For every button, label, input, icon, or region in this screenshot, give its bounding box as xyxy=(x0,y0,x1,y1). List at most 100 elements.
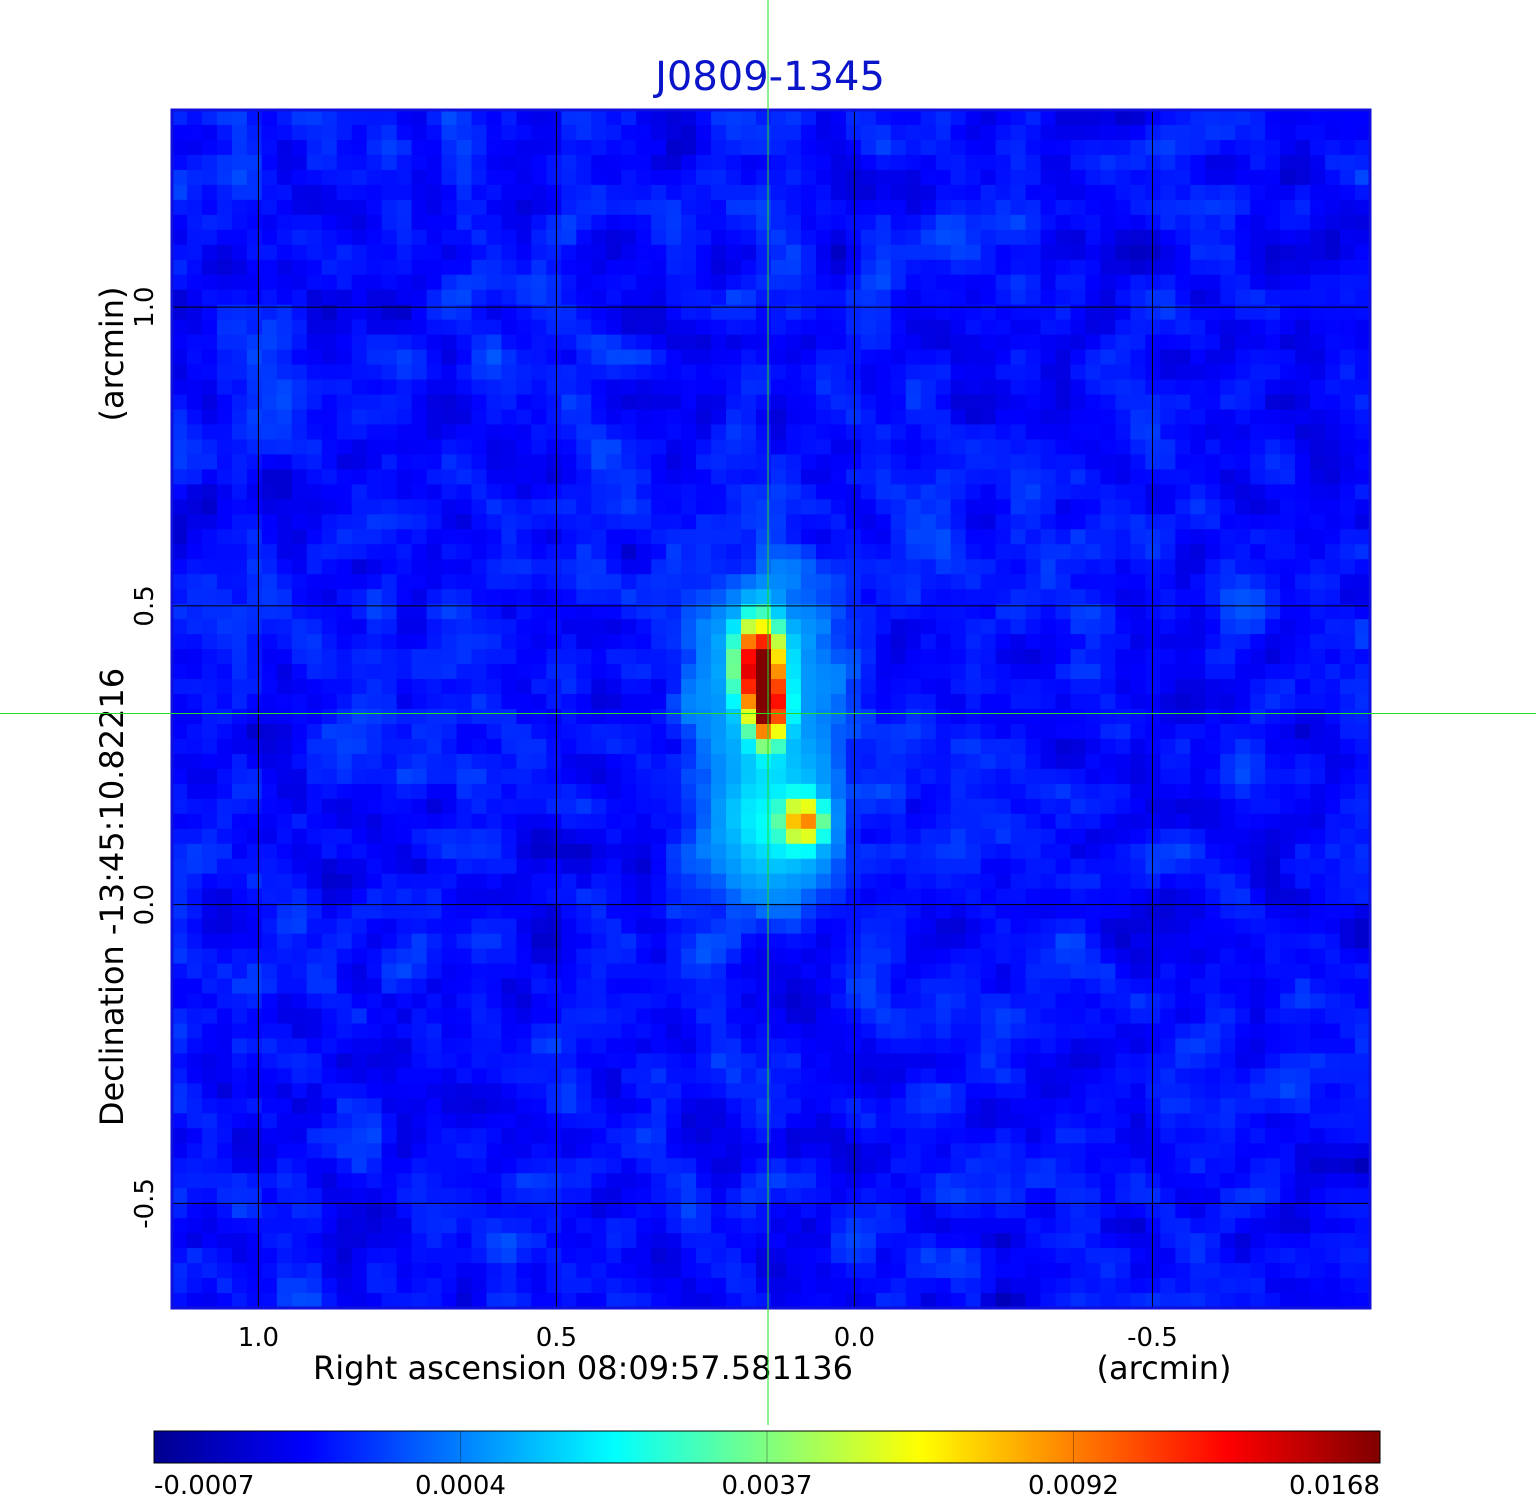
image-pixel xyxy=(1190,604,1206,620)
image-pixel xyxy=(1010,379,1027,396)
image-pixel xyxy=(711,903,727,920)
image-pixel xyxy=(336,229,353,246)
image-pixel xyxy=(800,783,817,800)
image-pixel xyxy=(426,709,443,725)
image-pixel xyxy=(246,798,263,815)
image-pixel xyxy=(261,993,278,1010)
image-pixel xyxy=(1055,439,1072,456)
image-pixel xyxy=(561,783,577,800)
image-pixel xyxy=(935,364,952,381)
image-pixel xyxy=(965,559,982,575)
image-pixel xyxy=(396,694,413,710)
image-pixel xyxy=(1055,529,1072,545)
image-pixel xyxy=(246,634,263,650)
image-pixel xyxy=(1250,214,1266,231)
image-pixel xyxy=(830,409,847,426)
image-pixel xyxy=(1280,694,1296,710)
image-pixel xyxy=(381,274,398,291)
image-pixel xyxy=(486,993,503,1010)
image-pixel xyxy=(531,139,547,156)
image-pixel xyxy=(1310,993,1326,1010)
image-pixel xyxy=(366,139,383,156)
image-pixel xyxy=(950,259,967,276)
image-pixel xyxy=(186,933,203,950)
image-pixel xyxy=(666,110,682,126)
image-pixel xyxy=(905,214,922,231)
image-pixel xyxy=(890,649,907,665)
image-pixel xyxy=(306,753,323,770)
image-pixel xyxy=(501,499,518,515)
image-pixel xyxy=(561,918,577,935)
image-pixel xyxy=(1220,334,1236,351)
image-pixel xyxy=(1100,424,1117,441)
image-pixel xyxy=(576,409,592,426)
image-pixel xyxy=(980,858,997,875)
image-pixel xyxy=(1250,379,1266,396)
image-pixel xyxy=(1025,828,1042,845)
image-pixel xyxy=(1190,439,1206,456)
image-pixel xyxy=(1340,574,1356,590)
image-pixel xyxy=(1145,124,1161,141)
image-pixel xyxy=(186,738,203,755)
image-pixel xyxy=(1115,933,1131,950)
image-pixel xyxy=(1205,798,1221,815)
image-pixel xyxy=(381,858,398,875)
image-pixel xyxy=(1280,184,1296,201)
image-pixel xyxy=(231,529,248,545)
image-pixel xyxy=(621,139,637,156)
image-pixel xyxy=(726,349,742,366)
image-pixel xyxy=(1295,858,1311,875)
image-pixel xyxy=(1130,1023,1146,1040)
image-pixel xyxy=(321,529,338,545)
image-pixel xyxy=(1295,694,1311,710)
image-pixel xyxy=(1265,199,1281,216)
image-pixel xyxy=(606,798,622,815)
image-pixel xyxy=(741,694,757,710)
image-pixel xyxy=(1355,394,1370,411)
image-pixel xyxy=(1250,394,1266,411)
image-pixel xyxy=(591,364,607,381)
image-pixel xyxy=(741,154,757,171)
image-pixel xyxy=(366,709,383,725)
image-pixel xyxy=(696,619,712,635)
image-pixel xyxy=(651,753,667,770)
image-pixel xyxy=(561,828,577,845)
image-pixel xyxy=(531,214,547,231)
image-pixel xyxy=(441,169,458,186)
image-pixel xyxy=(920,1023,937,1040)
image-pixel xyxy=(1025,918,1042,935)
image-pixel xyxy=(711,499,727,515)
image-pixel xyxy=(1220,514,1236,530)
image-pixel xyxy=(186,948,203,965)
image-pixel xyxy=(1220,349,1236,366)
image-pixel xyxy=(531,993,547,1010)
image-pixel xyxy=(1295,679,1311,695)
image-pixel xyxy=(456,259,473,276)
image-pixel xyxy=(306,319,323,336)
image-pixel xyxy=(1310,304,1326,321)
image-pixel xyxy=(1190,828,1206,845)
image-pixel xyxy=(875,469,892,485)
image-pixel xyxy=(381,1008,398,1025)
image-pixel xyxy=(276,933,293,950)
image-pixel xyxy=(1190,574,1206,590)
image-pixel xyxy=(950,274,967,291)
image-pixel xyxy=(741,544,757,560)
image-pixel xyxy=(1100,634,1117,650)
image-pixel xyxy=(1325,978,1341,995)
image-pixel xyxy=(231,1038,248,1055)
image-pixel xyxy=(591,843,607,860)
image-pixel xyxy=(830,304,847,321)
image-pixel xyxy=(456,664,473,680)
image-pixel xyxy=(471,514,488,530)
image-pixel xyxy=(576,1038,592,1055)
image-pixel xyxy=(1025,424,1042,441)
image-pixel xyxy=(396,828,413,845)
image-pixel xyxy=(591,514,607,530)
image-pixel xyxy=(321,304,338,321)
image-pixel xyxy=(216,454,233,470)
image-pixel xyxy=(321,918,338,935)
image-pixel xyxy=(231,828,248,845)
image-pixel xyxy=(980,334,997,351)
image-pixel xyxy=(1115,978,1131,995)
